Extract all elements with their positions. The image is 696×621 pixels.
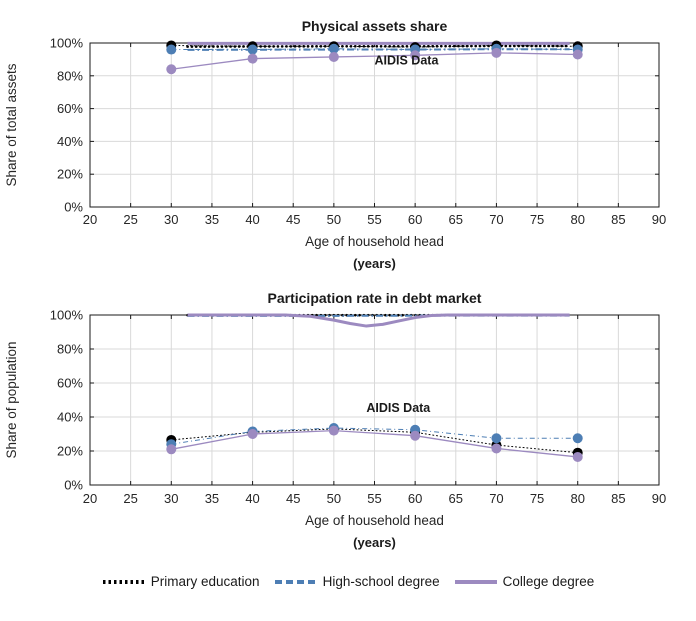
aidis-connector-primary-education	[170, 44, 579, 48]
primary-education-line-sample	[102, 579, 145, 584]
x-tick-label-65: 65	[449, 212, 463, 227]
aidis-marker-high-school-degree	[166, 44, 177, 55]
aidis-marker-college-degree	[328, 425, 339, 436]
y-tick-label-0: 0%	[64, 200, 83, 215]
aidis-marker-college-degree	[572, 49, 583, 60]
x-tick-label-45: 45	[286, 212, 300, 227]
x-tick-label-30: 30	[164, 491, 178, 506]
x-tick-label-70: 70	[489, 212, 503, 227]
y-tick-label-20: 20%	[57, 444, 83, 459]
aidis-connector-high-school-degree	[171, 48, 578, 51]
chart-title: Participation rate in debt market	[268, 290, 482, 306]
legend-label-high-school-degree: High-school degree	[322, 574, 440, 589]
x-tick-label-35: 35	[205, 212, 219, 227]
chart-physical-assets: 20 25 30 35 40 45 50 55 60 65 70 75 80 85 90 0% 20% 40% 60…	[4, 18, 666, 271]
aidis-marker-high-school-degree	[247, 44, 258, 55]
legend-label-primary-education: Primary education	[150, 574, 260, 589]
x-tick-label-25: 25	[123, 212, 137, 227]
y-axis-label: Share of total assets	[4, 63, 19, 186]
x-tick-label-30: 30	[164, 212, 178, 227]
x-tick-label-80: 80	[570, 491, 584, 506]
aidis-marker-college-degree	[166, 444, 177, 455]
charts-canvas: 20 25 30 35 40 45 50 55 60 65 70 75 80 85 90 0% 20% 40% 60…	[4, 18, 666, 550]
aidis-marker-college-degree	[410, 50, 421, 61]
x-tick-label-60: 60	[408, 212, 422, 227]
y-tick-label-20: 20%	[57, 167, 83, 182]
chart-debt-participation: 20 25 30 35 40 45 50 55 60 65 70 75 80 85 90 0% 20% 40% 60…	[4, 290, 666, 550]
x-tick-label-40: 40	[245, 212, 259, 227]
y-tick-label-40: 40%	[57, 134, 83, 149]
y-axis-label: Share of population	[4, 341, 19, 458]
aidis-marker-college-degree	[491, 443, 502, 454]
chart-title: Physical assets share	[302, 18, 448, 34]
aidis-marker-college-degree	[166, 64, 177, 75]
high-school-degree-line-sample	[274, 579, 317, 584]
x-tick-label-50: 50	[327, 212, 341, 227]
aidis-connector-college-degree	[171, 52, 578, 70]
x-tick-label-45: 45	[286, 491, 300, 506]
y-tick-label-60: 60%	[57, 376, 83, 391]
x-axis-label: Age of household head	[305, 513, 444, 528]
x-tick-label-20: 20	[83, 212, 97, 227]
aidis-marker-college-degree	[247, 53, 258, 64]
x-tick-label-25: 25	[123, 491, 137, 506]
y-tick-label-80: 80%	[57, 68, 83, 83]
x-tick-label-35: 35	[205, 491, 219, 506]
y-tick-label-100: 100%	[50, 36, 84, 51]
x-tick-label-20: 20	[83, 491, 97, 506]
x-tick-label-55: 55	[367, 491, 381, 506]
x-tick-label-85: 85	[611, 212, 625, 227]
x-tick-label-40: 40	[245, 491, 259, 506]
x-tick-label-55: 55	[367, 212, 381, 227]
y-tick-label-40: 40%	[57, 410, 83, 425]
legend-item-high-school-degree: High-school degree	[274, 574, 440, 589]
legend-item-college-degree: College degree	[454, 574, 595, 589]
x-axis-label: Age of household head	[305, 234, 444, 249]
aidis-marker-high-school-degree	[572, 433, 583, 444]
x-axis-unit: (years)	[353, 256, 396, 271]
legend-item-primary-education: Primary education	[102, 574, 260, 589]
y-tick-label-100: 100%	[50, 308, 84, 323]
y-tick-label-60: 60%	[57, 101, 83, 116]
aidis-connector-high-school-degree	[171, 427, 578, 445]
x-tick-label-70: 70	[489, 491, 503, 506]
x-tick-label-75: 75	[530, 212, 544, 227]
aidis-annotation: AIDIS Data	[375, 53, 440, 67]
legend-label-college-degree: College degree	[502, 574, 595, 589]
x-tick-label-90: 90	[652, 491, 666, 506]
x-tick-label-60: 60	[408, 491, 422, 506]
x-tick-label-90: 90	[652, 212, 666, 227]
aidis-marker-college-degree	[491, 47, 502, 58]
aidis-connector-college-degree	[171, 429, 578, 458]
x-tick-label-80: 80	[570, 212, 584, 227]
x-tick-label-75: 75	[530, 491, 544, 506]
x-tick-label-50: 50	[327, 491, 341, 506]
aidis-marker-high-school-degree	[491, 433, 502, 444]
x-tick-label-65: 65	[449, 491, 463, 506]
aidis-annotation: AIDIS Data	[366, 401, 431, 415]
y-tick-label-0: 0%	[64, 478, 83, 493]
chart-legend: Primary education High-school degree Col…	[0, 574, 696, 589]
x-tick-label-85: 85	[611, 491, 625, 506]
aidis-marker-college-degree	[247, 429, 258, 439]
model-line-college-degree	[187, 313, 570, 328]
x-axis-unit: (years)	[353, 535, 396, 550]
aidis-marker-college-degree	[328, 51, 339, 62]
aidis-marker-high-school-degree	[328, 43, 339, 54]
aidis-marker-college-degree	[410, 430, 421, 441]
aidis-marker-college-degree	[572, 451, 583, 462]
college-degree-line-sample	[454, 579, 497, 584]
y-tick-label-80: 80%	[57, 342, 83, 357]
